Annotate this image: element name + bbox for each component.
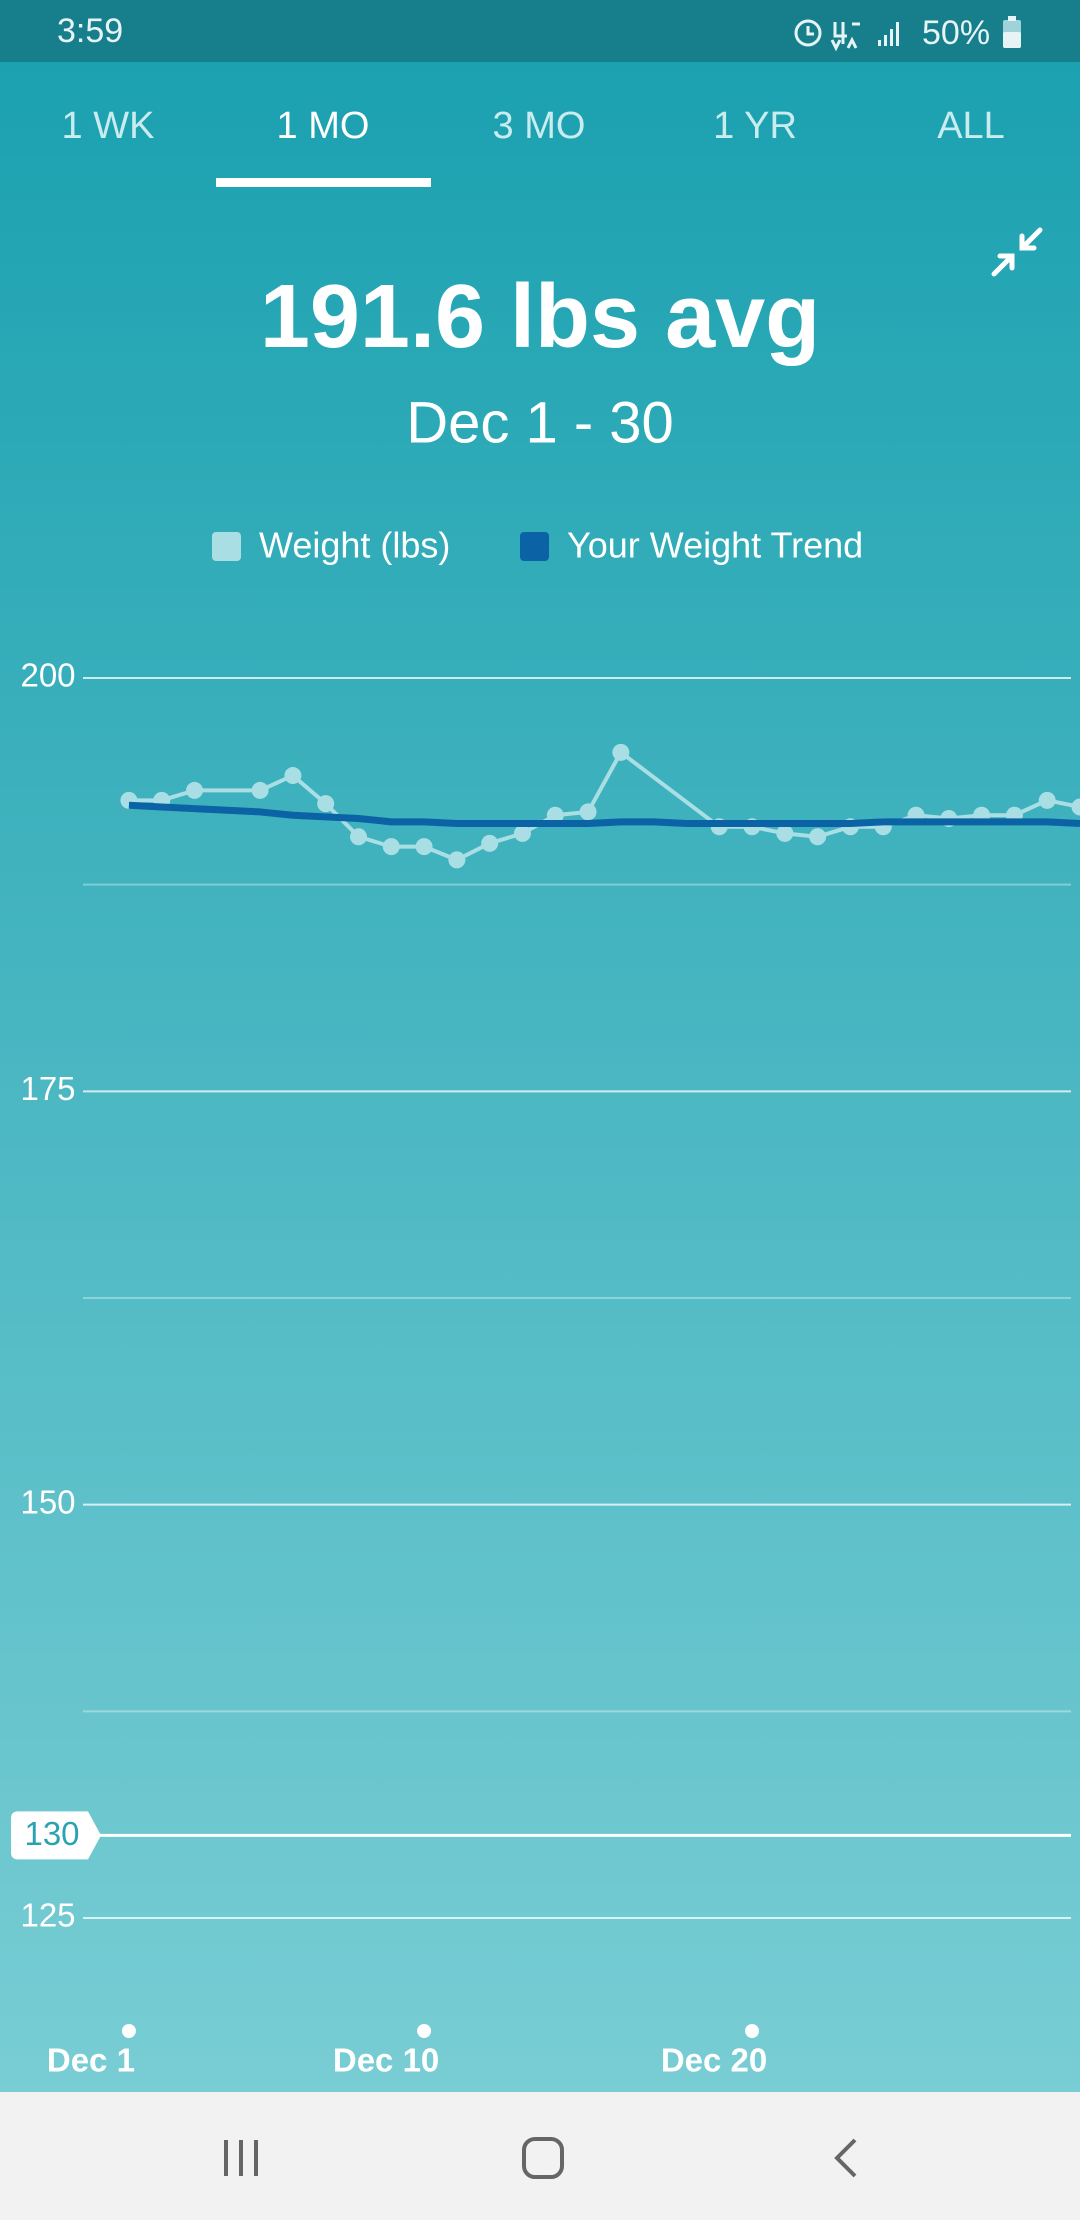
y-tick-label: 175 bbox=[20, 1070, 75, 1107]
tab[interactable]: 1 YR bbox=[713, 105, 797, 147]
data-point bbox=[349, 828, 367, 846]
status-icons bbox=[794, 19, 860, 52]
tab[interactable]: ALL bbox=[937, 105, 1005, 147]
legend-label: Your Weight Trend bbox=[567, 525, 863, 566]
data-point bbox=[251, 781, 269, 799]
background bbox=[0, 62, 1080, 2092]
data-point bbox=[1071, 798, 1080, 816]
x-tick-dot bbox=[121, 2024, 136, 2038]
x-tick-label: Dec 20 bbox=[661, 2042, 767, 2079]
legend: Weight (lbs) Your Weight Trend bbox=[212, 525, 863, 566]
x-tick-label: Dec 1 bbox=[47, 2042, 135, 2079]
data-point bbox=[284, 767, 302, 785]
tab[interactable]: 1 WK bbox=[62, 105, 155, 147]
tab-bar: 1 WK 1 MO 3 MO 1 YR ALL bbox=[62, 105, 1005, 147]
data-point bbox=[1038, 791, 1056, 809]
status-time: 3:59 bbox=[57, 12, 123, 50]
data-point bbox=[415, 838, 433, 856]
data-point bbox=[809, 828, 827, 846]
goal-tag bbox=[11, 1811, 101, 1860]
selected-tab-indicator bbox=[216, 178, 431, 187]
plot: 200 175 150 125 130 Dec 1 Dec 10 Dec 20 bbox=[11, 657, 1080, 2079]
tab[interactable]: 1 MO bbox=[277, 105, 370, 147]
data-point bbox=[317, 795, 335, 813]
back-button[interactable] bbox=[834, 2138, 857, 2178]
data-point bbox=[579, 803, 597, 821]
x-tick-dot bbox=[745, 2024, 760, 2038]
data-point bbox=[546, 806, 564, 824]
battery-icon bbox=[1003, 16, 1021, 48]
y-tick-label: 150 bbox=[20, 1483, 75, 1520]
tab[interactable]: 3 MO bbox=[493, 105, 586, 147]
navigation-bar bbox=[0, 2092, 1080, 2220]
status-bar bbox=[0, 0, 1080, 62]
data-point bbox=[612, 743, 630, 761]
x-tick-label: Dec 10 bbox=[333, 2042, 439, 2079]
collapse-button[interactable] bbox=[991, 227, 1043, 277]
data-point bbox=[776, 824, 794, 842]
data-point bbox=[481, 834, 499, 852]
x-tick-dot bbox=[417, 2024, 432, 2038]
data-point bbox=[448, 851, 466, 869]
y-tick-label: 125 bbox=[20, 1897, 75, 1934]
data-point bbox=[513, 824, 531, 842]
y-tick-label: 200 bbox=[20, 657, 75, 694]
recent-apps-button[interactable] bbox=[224, 2140, 258, 2176]
home-button[interactable] bbox=[522, 2137, 564, 2179]
battery-percent: 50% bbox=[922, 14, 990, 52]
average-weight: 191.6 lbs avg bbox=[260, 267, 820, 367]
series-line bbox=[128, 801, 1080, 827]
legend-label: Weight (lbs) bbox=[259, 525, 450, 566]
legend-swatch bbox=[212, 532, 241, 561]
nav-buttons bbox=[224, 2137, 857, 2179]
signal-icon bbox=[878, 22, 899, 46]
goal-label: 130 bbox=[24, 1815, 79, 1852]
date-range: Dec 1 - 30 bbox=[406, 390, 674, 455]
legend-swatch bbox=[520, 532, 549, 561]
data-point bbox=[186, 781, 204, 799]
data-point bbox=[382, 838, 400, 856]
